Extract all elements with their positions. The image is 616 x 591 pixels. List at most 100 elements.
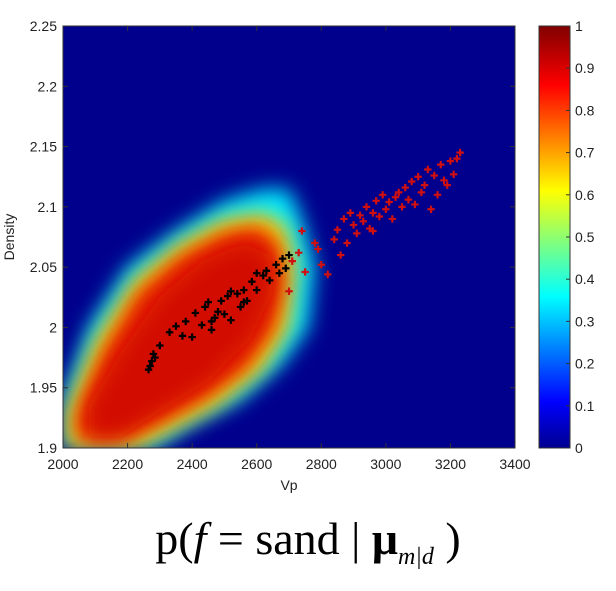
point-black bbox=[275, 269, 284, 277]
point-black bbox=[214, 308, 222, 316]
point-black bbox=[172, 322, 180, 330]
point-red bbox=[446, 157, 455, 165]
point-red bbox=[453, 154, 461, 163]
point-red bbox=[388, 215, 397, 223]
point-red bbox=[417, 188, 426, 197]
point-red bbox=[333, 226, 342, 234]
point-red bbox=[391, 193, 400, 201]
point-red bbox=[404, 195, 413, 204]
point-red bbox=[362, 203, 371, 211]
y-tick-label: 2.2 bbox=[38, 78, 58, 94]
point-black bbox=[191, 309, 200, 317]
point-red bbox=[346, 209, 355, 217]
point-red bbox=[372, 197, 380, 205]
y-tick-label: 1.9 bbox=[38, 440, 58, 456]
point-black bbox=[188, 333, 196, 341]
point-red bbox=[449, 170, 458, 179]
x-tick-label: 3400 bbox=[499, 456, 530, 472]
point-red bbox=[330, 235, 338, 244]
point-red bbox=[288, 257, 296, 265]
x-tick-label: 2400 bbox=[177, 456, 208, 472]
point-black bbox=[265, 276, 274, 285]
point-black bbox=[227, 316, 235, 324]
point-red bbox=[398, 203, 406, 211]
point-black bbox=[240, 298, 248, 306]
colorbar bbox=[538, 25, 571, 449]
point-black bbox=[253, 286, 261, 294]
colorbar-ticks: 0 0.1 0.2 0.3 0.4 0.5 0.6 0.7 0.8 0.9 1 bbox=[566, 18, 595, 456]
point-red bbox=[420, 181, 429, 189]
point-black bbox=[198, 321, 206, 329]
point-black bbox=[285, 251, 293, 259]
x-tick-label: 3000 bbox=[370, 456, 401, 472]
point-black bbox=[148, 357, 156, 365]
point-black bbox=[211, 314, 219, 322]
colorbar-tick-label: 0.8 bbox=[575, 102, 595, 118]
formula-close: ) bbox=[433, 513, 461, 564]
point-black bbox=[282, 264, 290, 273]
point-red bbox=[369, 209, 377, 217]
colorbar-tick-label: 0.4 bbox=[575, 271, 595, 287]
y-tick-label: 2.15 bbox=[30, 139, 57, 155]
point-red bbox=[440, 176, 448, 185]
point-red bbox=[407, 177, 416, 186]
point-red bbox=[395, 188, 403, 197]
point-red bbox=[336, 251, 345, 259]
colorbar-tick-label: 0.7 bbox=[575, 145, 595, 161]
point-black bbox=[217, 297, 225, 305]
point-red bbox=[314, 245, 322, 253]
x-tick-label: 2200 bbox=[112, 456, 143, 472]
formula-caption: p(f = sand | μm|d ) bbox=[0, 512, 616, 571]
y-tick-label: 2 bbox=[49, 319, 57, 335]
point-red bbox=[378, 191, 387, 199]
point-red bbox=[359, 217, 367, 226]
point-red bbox=[298, 227, 306, 235]
point-red bbox=[424, 165, 432, 174]
formula-eq: = sand | bbox=[206, 513, 372, 564]
plot-frame bbox=[62, 25, 516, 449]
point-red bbox=[411, 200, 419, 209]
point-black bbox=[227, 287, 235, 295]
point-red bbox=[301, 268, 309, 276]
colorbar-tick-label: 0 bbox=[575, 440, 583, 456]
point-red bbox=[437, 160, 445, 169]
scatter-markers bbox=[144, 148, 464, 374]
colorbar-tick-label: 0.3 bbox=[575, 313, 595, 329]
point-black bbox=[240, 286, 248, 294]
density-band-core bbox=[88, 243, 273, 436]
y-tick-label: 1.95 bbox=[30, 380, 57, 396]
point-red bbox=[353, 229, 361, 238]
point-red bbox=[294, 248, 303, 257]
point-black bbox=[181, 317, 190, 326]
point-black bbox=[259, 271, 267, 280]
point-black bbox=[223, 292, 232, 300]
point-red bbox=[369, 227, 377, 235]
point-red bbox=[340, 215, 348, 223]
point-black bbox=[220, 310, 229, 318]
point-red bbox=[375, 212, 384, 221]
point-black bbox=[262, 267, 271, 275]
colorbar-tick-label: 0.9 bbox=[575, 60, 595, 76]
formula-f: f bbox=[193, 513, 207, 564]
point-black bbox=[201, 303, 209, 311]
point-black bbox=[278, 255, 287, 263]
point-red bbox=[349, 221, 358, 229]
point-red bbox=[401, 183, 409, 192]
colorbar-tick-label: 0.1 bbox=[575, 398, 595, 414]
point-red bbox=[356, 211, 364, 219]
point-black bbox=[207, 317, 216, 326]
point-red bbox=[317, 261, 325, 269]
point-red bbox=[427, 205, 435, 213]
point-red bbox=[414, 173, 422, 181]
point-red bbox=[456, 148, 464, 157]
point-black bbox=[146, 362, 154, 370]
y-axis-ticks: 1.9 1.95 2 2.05 2.1 2.15 2.2 2.25 bbox=[30, 18, 515, 456]
point-black bbox=[178, 332, 187, 340]
colorbar-tick-label: 0.6 bbox=[575, 187, 595, 203]
x-axis-label: Vp bbox=[280, 477, 297, 493]
point-red bbox=[285, 287, 293, 295]
point-black bbox=[236, 303, 245, 311]
point-red bbox=[443, 181, 451, 189]
density-chart: 2000 2200 2400 2600 2800 3000 3200 3400 1.9 1.95… bbox=[1, 18, 595, 493]
point-black bbox=[233, 289, 242, 298]
